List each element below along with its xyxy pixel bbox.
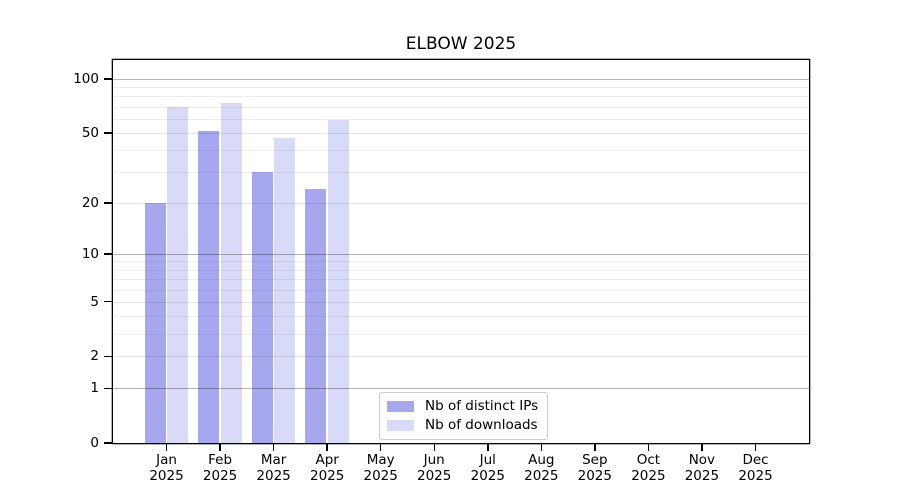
y-tick-label-2: 2 [90,348,99,365]
legend-label-downloads: Nb of downloads [425,417,538,433]
x-tick-label-apr: Apr 2025 [310,452,345,484]
x-tick-may [379,444,382,451]
gridline-y-70 [113,106,809,108]
plot-area: 100 50 20 10 5 2 1 0 Jan 2025 Feb 2025 Mar 2025 Apr… [73,60,809,483]
x-tick-jun [433,444,435,451]
x-tick-label-aug: Aug 2025 [524,452,559,484]
gridline-y-60 [113,118,809,120]
bar-mar-distinct-ips [251,172,273,443]
gridline-y-90 [113,87,809,89]
x-tick-label-may: May 2025 [363,452,398,484]
x-tick-nov [701,444,703,451]
bar-apr-distinct-ips [305,189,327,443]
gridline-y-30 [113,172,809,174]
x-tick-jul [487,444,489,451]
gridline-y-50 [113,132,809,134]
chart-title: ELBOW 2025 [405,34,517,54]
legend-item-distinct-ips: Nb of distinct IPs [387,399,538,414]
gridline-y-5 [113,301,809,303]
x-tick-jan [165,444,168,451]
bar-jan-downloads [167,106,189,443]
x-tick-label-oct: Oct 2025 [631,452,666,484]
y-tick-label-5: 5 [90,293,99,310]
x-tick-oct [647,444,650,451]
y-tick-5 [104,300,112,303]
x-tick-label-feb: Feb 2025 [202,452,238,484]
x-tick-feb [219,444,221,451]
x-tick-label-dec: Dec 2025 [738,452,773,484]
gridline-y-3 [113,333,809,335]
gridline-y-80 [113,96,809,98]
y-tick-2 [104,355,112,358]
y-tick-label-0: 0 [90,435,99,451]
y-tick-0 [104,442,112,444]
bar-apr-downloads [327,120,349,443]
x-tick-label-nov: Nov 2025 [684,452,720,484]
bar-feb-distinct-ips [198,131,220,443]
x-tick-sep [594,444,596,451]
y-tick-10 [104,253,112,255]
bar-jan-distinct-ips [144,202,166,443]
x-tick-dec [754,444,757,451]
gridline-y-10 [113,253,809,255]
gridline-y-20 [113,202,809,204]
y-tick-50 [104,132,112,134]
y-tick-20 [104,202,112,204]
x-tick-label-jan: Jan 2025 [149,452,184,484]
legend-swatch-downloads [387,420,414,431]
bar-mar-downloads [274,137,296,443]
legend-item-downloads: Nb of downloads [387,418,538,433]
gridline-y-40 [113,150,809,152]
x-tick-label-jun: Jun 2025 [417,452,452,484]
legend-swatch-distinct-ips [387,401,414,412]
legend: Nb of distinct IPs Nb of downloads [379,392,549,440]
x-tick-mar [272,444,275,451]
y-tick-label-50: 50 [81,124,99,141]
gridline-y-7 [113,279,809,280]
gridline-y-6 [113,289,809,291]
bar-feb-downloads [220,102,242,443]
gridline-y-100 [113,79,809,80]
x-tick-label-mar: Mar 2025 [256,452,291,484]
y-tick-100 [104,78,112,80]
gridline-y-2 [113,356,809,358]
y-tick-label-100: 100 [73,71,99,87]
gridline-y-9 [113,261,809,263]
x-tick-aug [540,444,543,451]
x-tick-apr [326,444,328,451]
gridline-y-4 [113,316,809,318]
x-tick-label-jul: Jul 2025 [470,452,505,484]
y-tick-label-20: 20 [81,194,99,211]
y-tick-label-1: 1 [90,380,99,397]
gridline-y-1 [113,388,809,390]
y-tick-label-10: 10 [81,245,99,262]
y-tick-1 [104,387,112,390]
legend-label-distinct-ips: Nb of distinct IPs [425,398,539,414]
gridline-y-8 [113,269,809,271]
x-tick-label-sep: Sep 2025 [577,452,612,484]
